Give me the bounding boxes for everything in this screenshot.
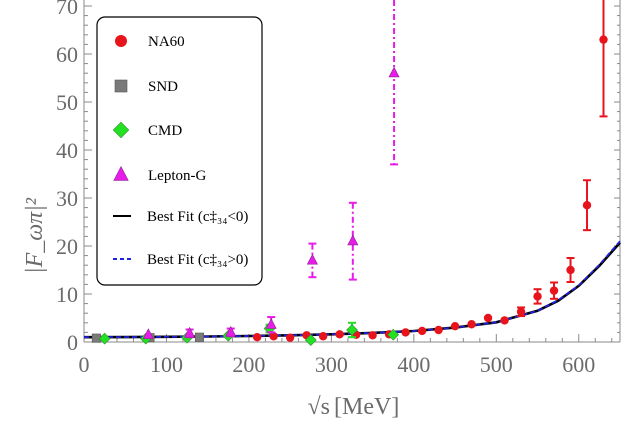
y-tick-label: 0 — [67, 330, 78, 355]
na60-point — [450, 321, 460, 331]
lepton-g-point — [347, 234, 359, 246]
na60-point — [500, 316, 509, 325]
lepton-g-point — [388, 66, 400, 78]
legend-label: CMD — [148, 123, 182, 139]
na60-point — [318, 332, 328, 341]
y-tick-label: 60 — [56, 42, 78, 67]
na60-point — [582, 201, 592, 210]
fit-curve-positive — [83, 240, 621, 339]
na60-point — [483, 313, 493, 323]
cmd-point — [346, 324, 358, 336]
na60-point — [467, 320, 476, 329]
na60-point — [269, 332, 278, 341]
na60-point — [417, 326, 427, 336]
na60-point — [434, 325, 443, 335]
lepton-g-point — [184, 326, 196, 338]
cmd-point — [98, 332, 111, 345]
na60-point — [252, 333, 262, 342]
x-tick-label: 200 — [232, 352, 265, 377]
legend-marker-triangle — [113, 165, 129, 181]
y-tick-label: 30 — [56, 186, 78, 211]
x-axis-label-main: √s — [307, 394, 330, 420]
y-tick-label: 50 — [56, 90, 78, 115]
na60-point — [549, 286, 559, 295]
na60-point — [516, 307, 526, 316]
axes: 0 100 200 300 400 500 600 0 10 20 30 40 50 60 70 — [56, 0, 621, 377]
x-tick-label: 500 — [480, 352, 513, 377]
legend-box — [96, 16, 263, 286]
lepton-g-point — [142, 328, 154, 339]
legend-label: Best Fit (c‡₃₄>0) — [147, 252, 248, 268]
cmd-point — [387, 328, 400, 341]
x-tick-label: 100 — [150, 352, 183, 377]
y-axis-label: |F_ωπ|² — [22, 197, 48, 274]
na60-point — [599, 35, 608, 44]
na60-point — [335, 330, 344, 339]
y-tick-label: 20 — [56, 234, 78, 259]
na60-point — [285, 333, 295, 342]
x-axis-label-unit: [MeV] — [334, 394, 399, 420]
x-tick-label: 400 — [397, 352, 430, 377]
snd-point — [194, 332, 204, 342]
lepton-g-point — [306, 253, 318, 265]
legend: NA60 SND CMD Lepton-G Best Fit (c‡₃₄<0) Best … — [96, 16, 263, 286]
cmd-point — [304, 334, 317, 346]
y-tick-label: 70 — [56, 0, 78, 19]
na60-point — [533, 292, 542, 301]
legend-label: SND — [148, 79, 178, 95]
y-tick-label: 10 — [56, 282, 78, 307]
legend-label: Best Fit (c‡₃₄<0) — [147, 209, 248, 225]
lepton-g-point — [225, 325, 237, 337]
x-tick-label: 600 — [562, 352, 595, 377]
legend-marker-square — [114, 79, 128, 93]
na60-point — [401, 328, 410, 337]
legend-label: Lepton-G — [148, 168, 206, 184]
na60-point — [566, 265, 575, 275]
legend-marker-circle — [115, 35, 127, 47]
legend-marker-diamond — [112, 121, 130, 139]
y-tick-label: 40 — [56, 138, 78, 163]
na60-point — [368, 331, 377, 340]
x-tick-label: 0 — [79, 352, 90, 377]
data-points — [91, 0, 608, 346]
lepton-g-point — [265, 318, 277, 329]
x-tick-label: 300 — [315, 352, 348, 377]
legend-label: NA60 — [148, 34, 185, 50]
svg-text:|F_ωπ|²: |F_ωπ|² — [22, 197, 48, 274]
